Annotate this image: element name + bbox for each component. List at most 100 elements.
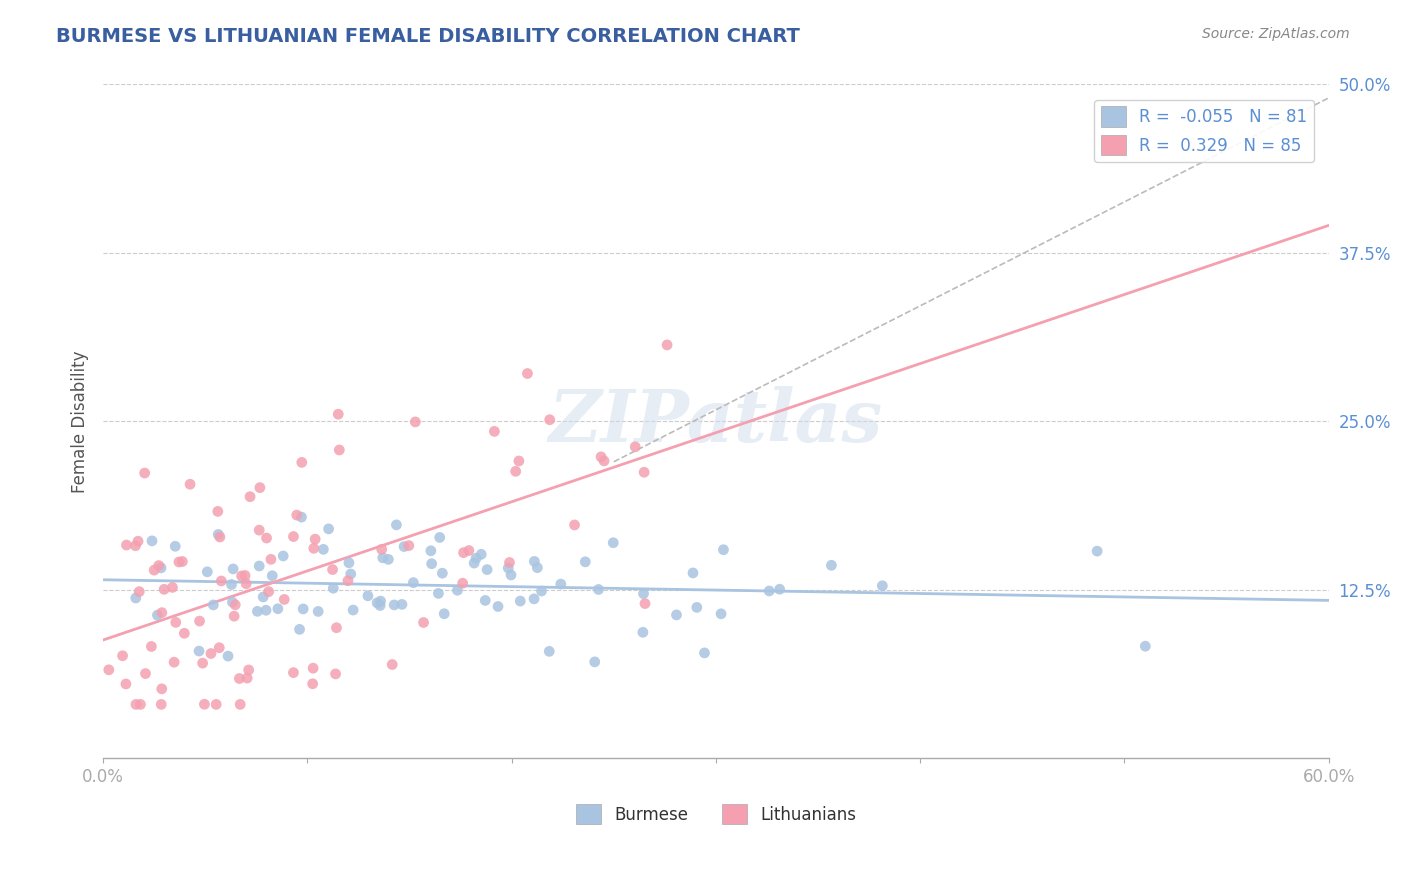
Point xyxy=(246,604,269,618)
Point xyxy=(872,579,894,593)
Point xyxy=(224,609,246,624)
Point xyxy=(191,656,214,670)
Point xyxy=(207,504,229,518)
Point xyxy=(591,450,613,464)
Point xyxy=(200,647,222,661)
Point xyxy=(465,551,488,566)
Point xyxy=(693,646,716,660)
Point xyxy=(143,563,166,577)
Point xyxy=(382,598,405,612)
Point xyxy=(713,542,735,557)
Point xyxy=(302,541,325,556)
Point xyxy=(633,586,655,600)
Point xyxy=(148,558,170,573)
Point xyxy=(271,549,294,563)
Point xyxy=(208,530,231,544)
Point xyxy=(202,598,225,612)
Point xyxy=(322,581,344,595)
Point xyxy=(153,582,176,597)
Point xyxy=(252,590,274,604)
Point xyxy=(247,523,270,537)
Point xyxy=(229,698,252,712)
Point xyxy=(391,598,413,612)
Point xyxy=(588,582,610,597)
Point xyxy=(429,531,451,545)
Point xyxy=(207,527,229,541)
Point xyxy=(498,561,520,575)
Point xyxy=(256,531,278,545)
Point xyxy=(1135,639,1157,653)
Point xyxy=(368,599,391,613)
Point xyxy=(538,413,561,427)
Point xyxy=(262,568,284,582)
Point xyxy=(768,582,790,597)
Point xyxy=(217,649,239,664)
Point xyxy=(398,539,420,553)
Point xyxy=(328,442,350,457)
Point xyxy=(115,538,138,552)
Point xyxy=(433,607,456,621)
Point xyxy=(173,626,195,640)
Point xyxy=(188,614,211,628)
Text: Source: ZipAtlas.com: Source: ZipAtlas.com xyxy=(1202,27,1350,41)
Point xyxy=(370,594,392,608)
Point xyxy=(342,603,364,617)
Point xyxy=(165,539,187,553)
Point xyxy=(97,663,120,677)
Point xyxy=(195,565,218,579)
Point xyxy=(172,555,194,569)
Point xyxy=(550,577,572,591)
Point xyxy=(484,425,506,439)
Point xyxy=(129,698,152,712)
Point xyxy=(307,604,329,618)
Point xyxy=(205,698,228,712)
Point xyxy=(474,593,496,607)
Point xyxy=(236,671,259,685)
Point xyxy=(167,555,190,569)
Point xyxy=(404,415,426,429)
Point xyxy=(273,592,295,607)
Point xyxy=(499,568,522,582)
Point xyxy=(163,655,186,669)
Point xyxy=(1085,544,1108,558)
Point xyxy=(526,560,548,574)
Point xyxy=(221,595,243,609)
Point xyxy=(427,586,450,600)
Point xyxy=(150,681,173,696)
Point xyxy=(574,555,596,569)
Point xyxy=(150,561,173,575)
Point xyxy=(470,547,492,561)
Point xyxy=(523,591,546,606)
Point xyxy=(254,603,277,617)
Point xyxy=(357,589,380,603)
Point xyxy=(292,602,315,616)
Point xyxy=(538,644,561,658)
Point xyxy=(446,583,468,598)
Point xyxy=(291,455,314,469)
Point xyxy=(412,615,434,630)
Point xyxy=(624,440,647,454)
Point xyxy=(146,608,169,623)
Point xyxy=(322,563,344,577)
Point xyxy=(111,648,134,663)
Point xyxy=(150,698,173,712)
Point xyxy=(162,580,184,594)
Point xyxy=(247,559,270,574)
Point xyxy=(634,597,657,611)
Point xyxy=(238,663,260,677)
Point xyxy=(530,584,553,599)
Point xyxy=(125,698,148,712)
Point xyxy=(325,667,347,681)
Point xyxy=(141,640,163,654)
Point xyxy=(249,481,271,495)
Point xyxy=(682,566,704,580)
Point xyxy=(127,534,149,549)
Point xyxy=(288,623,311,637)
Point xyxy=(419,543,441,558)
Point xyxy=(381,657,404,672)
Point xyxy=(150,606,173,620)
Point xyxy=(141,533,163,548)
Point xyxy=(402,575,425,590)
Point xyxy=(505,464,527,478)
Point xyxy=(318,522,340,536)
